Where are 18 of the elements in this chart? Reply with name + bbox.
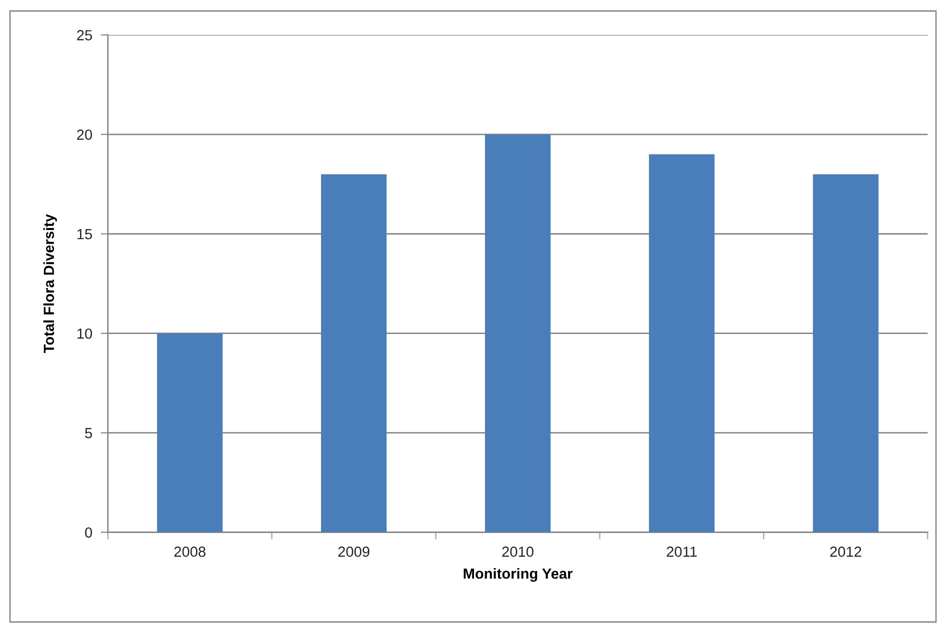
bar: [321, 174, 387, 532]
y-axis-title: Total Flora Diversity: [43, 214, 57, 353]
bar: [648, 154, 715, 532]
y-tick-label: 25: [77, 30, 92, 40]
bar: [157, 333, 223, 532]
y-tick-label: 10: [77, 328, 92, 339]
x-tick-label: 2012: [830, 546, 862, 557]
x-tick-label: 2010: [502, 546, 534, 557]
x-tick-label: 2008: [174, 546, 206, 557]
y-tick-label: 20: [77, 130, 92, 140]
x-tick-label: 2009: [338, 546, 370, 557]
bar: [484, 134, 551, 532]
y-tick-label: 5: [85, 428, 92, 438]
x-tick-label: 2011: [666, 546, 697, 557]
bar: [812, 174, 878, 532]
y-tick-label: 15: [77, 229, 92, 240]
x-axis-title: Monitoring Year: [464, 568, 573, 582]
y-tick-label: 0: [85, 527, 92, 538]
